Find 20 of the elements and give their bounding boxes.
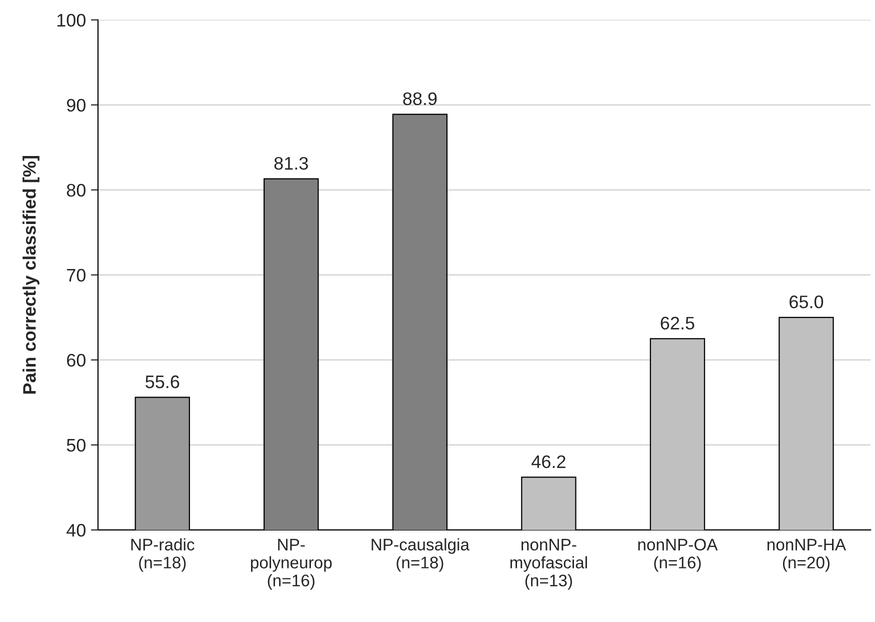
y-tick-label: 50 — [66, 438, 86, 452]
x-tick-label: NP-radic (n=18) — [131, 538, 194, 572]
y-tick-label: 90 — [66, 98, 86, 112]
data-label: 46.2 — [532, 455, 566, 468]
data-label: 88.9 — [403, 92, 437, 106]
y-tick-label: 80 — [66, 184, 86, 197]
x-tick-label: NP- polyneurop (n=16) — [251, 538, 332, 590]
x-tick-label: nonNP-HA (n=20) — [768, 538, 846, 572]
x-tick-label: nonNP-OA (n=16) — [638, 538, 718, 572]
y-tick-label: 60 — [67, 354, 86, 367]
y-tick-label: 40 — [66, 524, 86, 537]
y-tick-label: 70 — [67, 268, 86, 282]
data-label: 55.6 — [146, 375, 180, 388]
data-label: 81.3 — [274, 156, 308, 170]
x-tick-label: nonNP- myofascial (n=13) — [510, 538, 587, 590]
y-tick-label: 100 — [57, 14, 86, 27]
data-label: 62.5 — [660, 316, 694, 330]
y-axis-title: Pain correctly classified [%] — [22, 156, 40, 394]
data-label: 65.0 — [790, 296, 824, 308]
x-tick-label: NP-causalgia (n=18) — [372, 538, 470, 572]
